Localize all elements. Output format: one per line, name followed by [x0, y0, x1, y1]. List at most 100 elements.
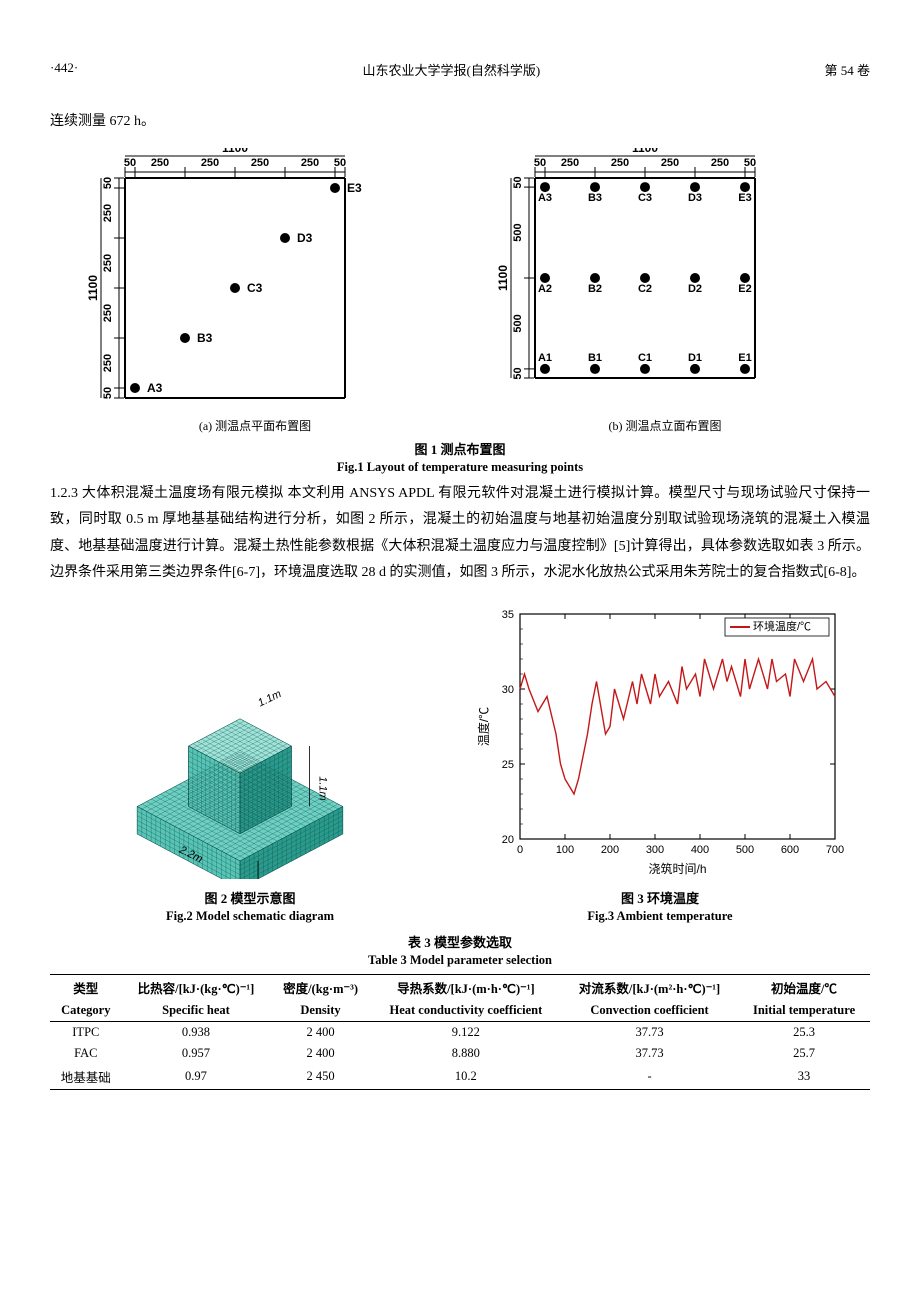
table-3-title-cn: 表 3 模型参数选取: [50, 932, 870, 951]
figure-1a-block: 5025025025025050110050250250250250501100…: [75, 148, 435, 434]
figure-1b-diagram: 5025025025025050110050500500501100A3B3C3…: [485, 148, 845, 408]
page-number: ·442·: [50, 60, 78, 79]
figure-1b-caption: (b) 测温点立面布置图: [485, 417, 845, 434]
svg-text:30: 30: [502, 684, 514, 696]
svg-text:50: 50: [124, 157, 136, 169]
svg-text:200: 200: [601, 844, 619, 856]
svg-text:C3: C3: [638, 192, 652, 204]
table-header-cell: Density: [270, 1000, 370, 1022]
table-header-cell: Category: [50, 1000, 122, 1022]
svg-text:温度/℃: 温度/℃: [476, 707, 491, 746]
svg-text:300: 300: [646, 844, 664, 856]
table-header-cell: 比热容/[kJ·(kg·℃)⁻¹]: [122, 974, 271, 1000]
table-row: 地基基础0.972 45010.2-33: [50, 1064, 870, 1090]
svg-text:1100: 1100: [86, 274, 100, 300]
svg-text:1100: 1100: [496, 264, 510, 290]
volume-label: 第 54 卷: [824, 60, 870, 79]
table-header-cell: 类型: [50, 974, 122, 1000]
svg-text:C1: C1: [638, 352, 652, 364]
svg-text:35: 35: [502, 609, 514, 621]
svg-text:A3: A3: [538, 192, 552, 204]
table-cell: 2 450: [270, 1064, 370, 1090]
svg-text:250: 250: [561, 157, 579, 169]
table-cell: 0.938: [122, 1021, 271, 1043]
figure-2-block: 1.1m1.1m0.5m2.2m 图 2 模型示意图 Fig.2 Model s…: [70, 599, 430, 924]
figure-1-caption-cn: 图 1 测点布置图: [50, 439, 870, 458]
table-header-cell: 初始温度/℃: [738, 974, 870, 1000]
svg-text:250: 250: [151, 157, 169, 169]
table-cell: 2 400: [270, 1021, 370, 1043]
table-cell: 8.880: [371, 1043, 561, 1064]
table-cell: 0.97: [122, 1064, 271, 1090]
svg-text:50: 50: [534, 157, 546, 169]
table-cell: 33: [738, 1064, 870, 1090]
svg-text:500: 500: [512, 314, 524, 332]
svg-text:D3: D3: [688, 192, 702, 204]
svg-text:500: 500: [512, 223, 524, 241]
table-3-header-cn: 类型比热容/[kJ·(kg·℃)⁻¹]密度/(kg·m⁻³)导热系数/[kJ·(…: [50, 974, 870, 1000]
svg-text:250: 250: [301, 157, 319, 169]
svg-text:1100: 1100: [632, 148, 658, 155]
svg-text:50: 50: [744, 157, 756, 169]
table-row: FAC0.9572 4008.88037.7325.7: [50, 1043, 870, 1064]
figure-3-caption-cn: 图 3 环境温度: [470, 888, 850, 907]
table-3-body: ITPC0.9382 4009.12237.7325.3FAC0.9572 40…: [50, 1021, 870, 1089]
text-line-1: 连续测量 672 h。: [50, 109, 870, 136]
svg-text:250: 250: [201, 157, 219, 169]
svg-text:100: 100: [556, 844, 574, 856]
svg-text:250: 250: [102, 353, 114, 371]
table-cell: 25.3: [738, 1021, 870, 1043]
table-cell: 25.7: [738, 1043, 870, 1064]
table-cell: 10.2: [371, 1064, 561, 1090]
table-3-title-en: Table 3 Model parameter selection: [50, 953, 870, 968]
svg-text:20: 20: [502, 834, 514, 846]
table-header-cell: 导热系数/[kJ·(m·h·℃)⁻¹]: [371, 974, 561, 1000]
figure-2-diagram: 1.1m1.1m0.5m2.2m: [70, 599, 430, 879]
svg-text:D1: D1: [688, 352, 702, 364]
table-header-cell: Heat conductivity coefficient: [371, 1000, 561, 1022]
figure-1-container: 50 250 250 250 250 50 1100 50 250 250 250 250 50 1100…: [50, 148, 870, 434]
figure-3-caption-en: Fig.3 Ambient temperature: [470, 909, 850, 924]
svg-text:250: 250: [102, 203, 114, 221]
table-cell: ITPC: [50, 1021, 122, 1043]
svg-text:B3: B3: [197, 331, 213, 345]
svg-text:E1: E1: [738, 352, 751, 364]
svg-text:250: 250: [251, 157, 269, 169]
svg-text:250: 250: [661, 157, 679, 169]
table-cell: 37.73: [561, 1043, 738, 1064]
svg-text:250: 250: [711, 157, 729, 169]
svg-text:250: 250: [611, 157, 629, 169]
svg-text:E3: E3: [738, 192, 751, 204]
svg-text:0: 0: [517, 844, 523, 856]
table-3: 类型比热容/[kJ·(kg·℃)⁻¹]密度/(kg·m⁻³)导热系数/[kJ·(…: [50, 974, 870, 1090]
table-cell: 2 400: [270, 1043, 370, 1064]
page-header: ·442· 山东农业大学学报(自然科学版) 第 54 卷: [50, 60, 870, 79]
svg-text:A3: A3: [147, 381, 163, 395]
paragraph-1: 1.2.3 大体积混凝土温度场有限元模拟 本文利用 ANSYS APDL 有限元…: [50, 481, 870, 587]
svg-text:B1: B1: [588, 352, 602, 364]
figure-1b-block: 5025025025025050110050500500501100A3B3C3…: [485, 148, 845, 434]
svg-text:400: 400: [691, 844, 709, 856]
svg-text:1.1m: 1.1m: [316, 776, 328, 800]
svg-text:B2: B2: [588, 283, 602, 295]
svg-text:浇筑时间/h: 浇筑时间/h: [648, 861, 706, 876]
table-header-cell: Initial temperature: [738, 1000, 870, 1022]
table-cell: -: [561, 1064, 738, 1090]
svg-text:50: 50: [102, 386, 114, 398]
table-header-cell: Convection coefficient: [561, 1000, 738, 1022]
svg-text:50: 50: [102, 176, 114, 188]
svg-text:B3: B3: [588, 192, 602, 204]
figure-3-block: 202530350100200300400500600700温度/℃浇筑时间/h…: [470, 599, 850, 924]
svg-text:1100: 1100: [222, 148, 248, 155]
table-header-cell: 对流系数/[kJ·(m²·h·℃)⁻¹]: [561, 974, 738, 1000]
svg-text:250: 250: [102, 253, 114, 271]
svg-text:A1: A1: [538, 352, 552, 364]
figure-3-chart: 202530350100200300400500600700温度/℃浇筑时间/h…: [470, 599, 850, 879]
svg-text:E3: E3: [347, 181, 362, 195]
table-cell: FAC: [50, 1043, 122, 1064]
table-cell: 地基基础: [50, 1064, 122, 1090]
table-cell: 37.73: [561, 1021, 738, 1043]
table-header-cell: 密度/(kg·m⁻³): [270, 974, 370, 1000]
svg-text:C3: C3: [247, 281, 263, 295]
svg-text:环境温度/℃: 环境温度/℃: [753, 619, 811, 633]
